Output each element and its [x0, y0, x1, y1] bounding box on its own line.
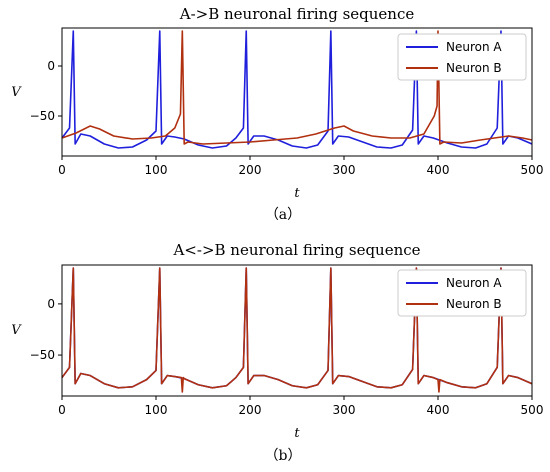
x-tick-label-b-500: 500: [521, 403, 544, 417]
legend-label-a-neuron-a: Neuron A: [446, 40, 502, 54]
x-axis-label-b: t: [294, 426, 300, 441]
x-tick-label-a-0: 0: [58, 163, 66, 177]
x-tick-label-a-100: 100: [145, 163, 168, 177]
y-tick-label-b-neg50: −50: [30, 348, 55, 362]
y-axis-label-a: V: [11, 85, 22, 100]
series-line-b-neuron-b: [61, 267, 533, 393]
ticks-b: 0 100 200 300 400 500 0 −50: [30, 297, 544, 417]
x-tick-label-a-300: 300: [333, 163, 356, 177]
plot-area-a: [61, 30, 533, 149]
series-line-a-neuron-a: [61, 30, 533, 149]
legend-label-b-neuron-a: Neuron A: [446, 276, 502, 290]
x-tick-label-a-200: 200: [239, 163, 262, 177]
chart-title-b: A<->B neuronal firing sequence: [172, 241, 420, 259]
legend-a: Neuron A Neuron B: [397, 33, 527, 81]
x-tick-label-b-100: 100: [145, 403, 168, 417]
y-axis-label-b: V: [11, 323, 22, 338]
y-tick-label-a-neg50: −50: [30, 109, 55, 123]
caption-a: （a）: [265, 207, 301, 223]
x-tick-label-b-300: 300: [333, 403, 356, 417]
x-tick-label-a-500: 500: [521, 163, 544, 177]
legend-b: Neuron A Neuron B: [397, 269, 527, 317]
plot-frame-a: [61, 27, 533, 157]
x-axis-label-a: t: [294, 186, 300, 201]
x-tick-label-b-200: 200: [239, 403, 262, 417]
panel-b: A<->B neuronal firing sequence 0 100 200 30…: [11, 241, 543, 464]
x-tick-label-b-400: 400: [427, 403, 450, 417]
plot-area-b: [61, 267, 533, 393]
legend-label-a-neuron-b: Neuron B: [446, 61, 502, 75]
y-tick-label-b-0: 0: [47, 297, 55, 311]
legend-label-b-neuron-b: Neuron B: [446, 297, 502, 311]
x-tick-label-b-0: 0: [58, 403, 66, 417]
plot-frame-b: [61, 264, 533, 397]
ticks-a: 0 100 200 300 400 500 0 −50: [30, 59, 544, 177]
caption-b: （b）: [265, 448, 302, 464]
panel-a: A->B neuronal firing sequence 0 100 200 300…: [11, 5, 543, 223]
series-line-a-neuron-b: [61, 30, 533, 145]
chart-title-a: A->B neuronal firing sequence: [179, 5, 415, 23]
y-tick-label-a-0: 0: [47, 59, 55, 73]
x-tick-label-a-400: 400: [427, 163, 450, 177]
